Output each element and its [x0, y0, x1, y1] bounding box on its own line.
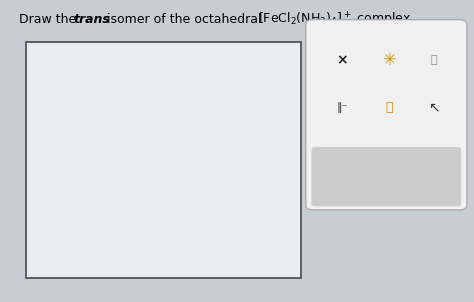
- Text: ?: ?: [430, 169, 437, 183]
- Text: ✳: ✳: [383, 51, 396, 69]
- FancyBboxPatch shape: [311, 147, 461, 206]
- Text: ⧉: ⧉: [385, 101, 393, 114]
- Text: ∥⁻: ∥⁻: [337, 102, 348, 113]
- Text: $\mathregular{\left[FeCl_2(NH_3)_4\right]^+}$ complex.: $\mathregular{\left[FeCl_2(NH_3)_4\right…: [258, 11, 415, 29]
- Text: ×: ×: [337, 53, 348, 67]
- Text: ×: ×: [337, 169, 348, 183]
- Text: ↺: ↺: [383, 169, 395, 183]
- Text: ⬜: ⬜: [430, 55, 437, 66]
- FancyBboxPatch shape: [306, 20, 467, 210]
- Text: Draw the: Draw the: [19, 13, 80, 26]
- Bar: [26, 42, 301, 278]
- Text: isomer of the octahedral: isomer of the octahedral: [103, 13, 266, 26]
- Text: trans: trans: [73, 13, 110, 26]
- Text: ↖: ↖: [428, 101, 439, 114]
